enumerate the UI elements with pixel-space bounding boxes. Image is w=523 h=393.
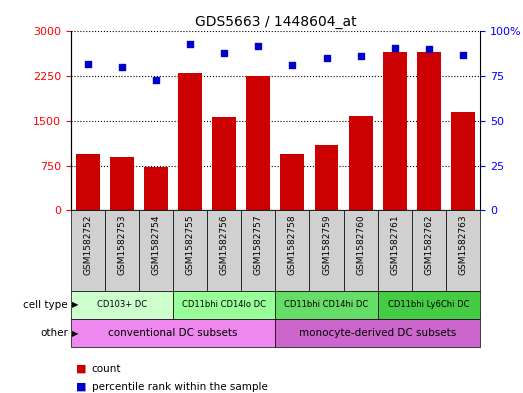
Text: GSM1582752: GSM1582752 <box>83 214 92 275</box>
Text: CD11bhi CD14lo DC: CD11bhi CD14lo DC <box>182 301 266 309</box>
Bar <box>212 117 236 210</box>
Point <box>152 77 160 83</box>
Bar <box>315 145 338 210</box>
Point <box>118 64 126 70</box>
Bar <box>178 73 202 210</box>
Text: ▶: ▶ <box>72 329 78 338</box>
Text: GSM1582756: GSM1582756 <box>220 214 229 275</box>
Text: cell type: cell type <box>24 300 68 310</box>
Bar <box>280 154 304 210</box>
Bar <box>310 210 344 291</box>
Bar <box>144 167 168 210</box>
Point <box>357 53 365 60</box>
Bar <box>276 210 310 291</box>
Point <box>84 61 92 67</box>
Bar <box>207 210 241 291</box>
Bar <box>246 76 270 210</box>
Text: GSM1582761: GSM1582761 <box>390 214 399 275</box>
Text: GSM1582757: GSM1582757 <box>254 214 263 275</box>
Point <box>391 44 399 51</box>
Text: count: count <box>92 364 121 374</box>
Bar <box>446 210 480 291</box>
Text: other: other <box>40 328 68 338</box>
Point <box>425 46 433 52</box>
Point <box>459 51 467 58</box>
Bar <box>173 210 207 291</box>
Text: CD103+ DC: CD103+ DC <box>97 301 147 309</box>
Bar <box>451 112 475 210</box>
Text: GSM1582758: GSM1582758 <box>288 214 297 275</box>
Bar <box>344 210 378 291</box>
Point <box>186 41 194 47</box>
Bar <box>276 291 378 319</box>
Title: GDS5663 / 1448604_at: GDS5663 / 1448604_at <box>195 15 356 29</box>
Bar <box>378 210 412 291</box>
Bar <box>349 116 372 210</box>
Text: ■: ■ <box>76 382 86 392</box>
Bar <box>378 291 480 319</box>
Text: ■: ■ <box>76 364 86 374</box>
Bar <box>412 210 446 291</box>
Bar <box>71 291 173 319</box>
Text: GSM1582755: GSM1582755 <box>186 214 195 275</box>
Text: conventional DC subsets: conventional DC subsets <box>108 328 238 338</box>
Text: GSM1582754: GSM1582754 <box>152 214 161 275</box>
Bar <box>110 156 134 210</box>
Point <box>220 50 229 56</box>
Bar <box>105 210 139 291</box>
Bar <box>276 319 480 347</box>
Text: GSM1582760: GSM1582760 <box>356 214 365 275</box>
Text: GSM1582763: GSM1582763 <box>459 214 468 275</box>
Bar <box>383 52 407 210</box>
Text: GSM1582762: GSM1582762 <box>425 214 434 275</box>
Bar <box>241 210 275 291</box>
Text: percentile rank within the sample: percentile rank within the sample <box>92 382 267 392</box>
Text: ▶: ▶ <box>72 301 78 309</box>
Point <box>288 62 297 68</box>
Text: GSM1582759: GSM1582759 <box>322 214 331 275</box>
Bar <box>71 319 276 347</box>
Bar <box>76 154 99 210</box>
Text: monocyte-derived DC subsets: monocyte-derived DC subsets <box>299 328 457 338</box>
Bar <box>173 291 275 319</box>
Point <box>322 55 331 61</box>
Text: GSM1582753: GSM1582753 <box>117 214 126 275</box>
Text: CD11bhi Ly6Chi DC: CD11bhi Ly6Chi DC <box>388 301 470 309</box>
Text: CD11bhi CD14hi DC: CD11bhi CD14hi DC <box>285 301 369 309</box>
Bar <box>71 210 105 291</box>
Bar <box>139 210 173 291</box>
Point <box>254 42 263 49</box>
Bar <box>417 52 441 210</box>
